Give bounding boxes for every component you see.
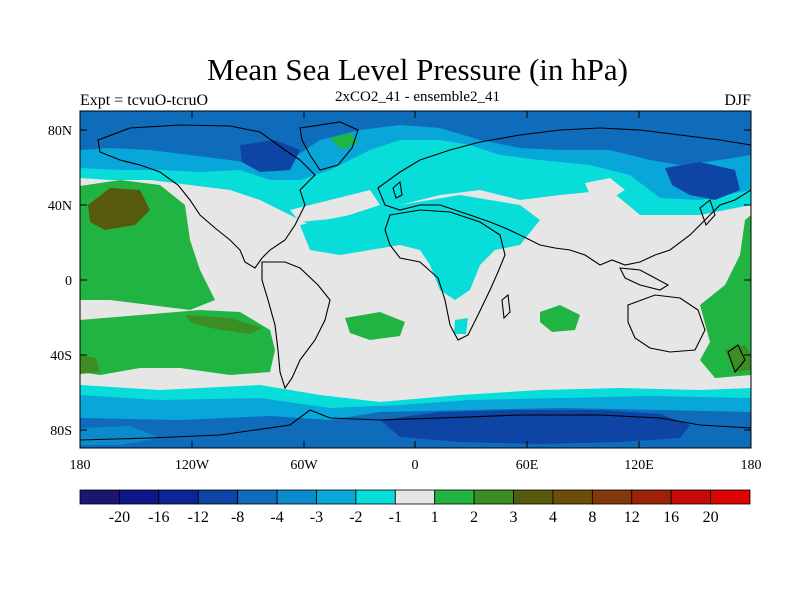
colorbar-label: 4 bbox=[549, 509, 557, 526]
colorbar-label: 2 bbox=[470, 509, 478, 526]
southwest-pacific-olive bbox=[80, 355, 100, 374]
plot-title: Mean Sea Level Pressure (in hPa) bbox=[207, 52, 628, 87]
pressure-field bbox=[80, 111, 751, 448]
colorbar-swatch bbox=[158, 489, 199, 505]
colorbar bbox=[79, 489, 751, 505]
antarctica-outline bbox=[80, 409, 751, 441]
colorbar-label: -12 bbox=[188, 509, 209, 526]
colorbar-swatch bbox=[197, 489, 239, 505]
new-zealand-outline bbox=[727, 344, 746, 374]
colorbar-swatch bbox=[552, 489, 593, 505]
colorbar-swatch bbox=[276, 489, 317, 505]
x-tick-label: 0 bbox=[412, 458, 419, 473]
plot-subtitle: 2xCO2_41 - ensemble2_41 bbox=[335, 89, 500, 105]
north-america-outline bbox=[97, 124, 316, 269]
colorbar-labels: -20 -16 -12 -8 -4 -3 -2 -1 1 2 3 4 8 12 16 20 bbox=[109, 509, 719, 526]
colorbar-label: 20 bbox=[703, 509, 719, 526]
experiment-label: Expt = tcvuO-tcruO bbox=[80, 92, 209, 109]
colorbar-swatch bbox=[316, 489, 357, 505]
central-asia-neutral bbox=[585, 178, 625, 198]
y-tick-labels: 80N 40N 0 40S 80S bbox=[48, 124, 72, 439]
colorbar-label: 1 bbox=[431, 509, 439, 526]
antarctic-darkblue-core bbox=[380, 410, 690, 444]
y-tick-label: 40S bbox=[50, 349, 72, 364]
south-pacific-green bbox=[80, 310, 275, 375]
nz-olive bbox=[725, 345, 751, 372]
eurasia-outline bbox=[377, 127, 751, 266]
colorbar-swatch bbox=[355, 489, 396, 505]
uk-outline bbox=[392, 180, 403, 199]
colorbar-label: -3 bbox=[310, 509, 323, 526]
colorbar-label: -2 bbox=[349, 509, 362, 526]
colorbar-label: 16 bbox=[663, 509, 679, 526]
africa-outline bbox=[384, 209, 506, 341]
southern-midblue-patch bbox=[80, 426, 160, 445]
north-pacific-olive-core bbox=[88, 188, 150, 230]
coastlines bbox=[80, 121, 751, 441]
colorbar-swatch bbox=[119, 489, 160, 505]
south-atlantic-cyan bbox=[454, 318, 468, 334]
colorbar-label: -1 bbox=[389, 509, 402, 526]
x-tick-label: 180 bbox=[741, 458, 762, 473]
y-tick-label: 80N bbox=[48, 124, 72, 139]
colorbar-swatch bbox=[79, 489, 120, 505]
colorbar-swatch bbox=[513, 489, 554, 505]
arctic-darkblue-core bbox=[665, 162, 740, 200]
arctic-green-spot bbox=[330, 133, 358, 150]
australia-outline bbox=[627, 294, 706, 353]
season-label: DJF bbox=[724, 92, 751, 109]
x-tick-label: 120E bbox=[624, 458, 654, 473]
south-america-outline bbox=[261, 261, 331, 390]
colorbar-swatch bbox=[710, 489, 751, 505]
indian-ocean-green bbox=[540, 305, 580, 332]
colorbar-label: -4 bbox=[270, 509, 283, 526]
x-tick-label: 60E bbox=[516, 458, 539, 473]
colorbar-swatch bbox=[237, 489, 278, 505]
madagascar-outline bbox=[501, 293, 511, 320]
x-tick-label: 120W bbox=[175, 458, 210, 473]
greenland-outline bbox=[299, 121, 359, 171]
south-pacific-olive-streak bbox=[185, 315, 262, 334]
y-tick-label: 40N bbox=[48, 199, 72, 214]
colorbar-swatch bbox=[631, 489, 672, 505]
x-tick-label: 180 bbox=[70, 458, 91, 473]
se-asia-islands bbox=[619, 267, 670, 291]
colorbar-label: -16 bbox=[148, 509, 169, 526]
x-tick-label: 60W bbox=[290, 458, 318, 473]
japan-outline bbox=[699, 199, 716, 227]
colorbar-swatch bbox=[591, 489, 633, 505]
colorbar-label: 8 bbox=[588, 509, 596, 526]
greenland-blue-core bbox=[240, 140, 300, 172]
south-atlantic-green bbox=[345, 312, 405, 340]
atlantic-neutral-gap bbox=[290, 190, 380, 222]
colorbar-label: 12 bbox=[624, 509, 640, 526]
west-pacific-green bbox=[700, 215, 751, 378]
y-tick-label: 0 bbox=[65, 274, 72, 289]
x-tick-labels: 180 120W 60W 0 60E 120E 180 bbox=[70, 458, 762, 473]
africa-cyan-region bbox=[300, 195, 540, 300]
colorbar-label: -8 bbox=[231, 509, 244, 526]
y-tick-label: 80S bbox=[50, 424, 72, 439]
colorbar-swatch bbox=[473, 489, 514, 505]
colorbar-swatch bbox=[434, 489, 475, 505]
axis-ticks bbox=[79, 111, 752, 448]
colorbar-label: 3 bbox=[510, 509, 518, 526]
colorbar-swatch bbox=[670, 489, 711, 505]
colorbar-swatch bbox=[394, 489, 436, 505]
colorbar-label: -20 bbox=[109, 509, 130, 526]
